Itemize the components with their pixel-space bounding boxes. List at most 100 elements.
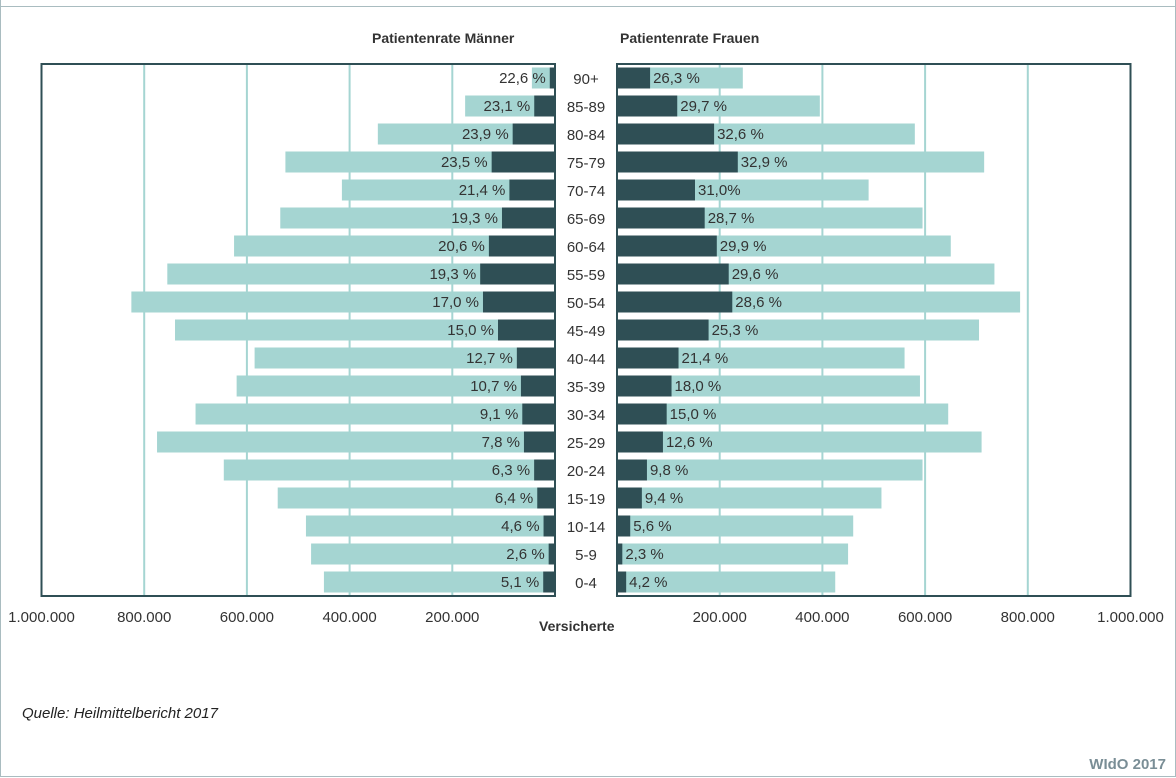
women-patient-bar xyxy=(617,347,679,369)
men-rate-label: 7,8 % xyxy=(482,434,520,451)
age-group-label: 50-54 xyxy=(567,295,605,312)
women-rate-label: 28,6 % xyxy=(735,294,782,311)
women-insured-bar xyxy=(617,487,882,509)
women-patient-bar xyxy=(617,431,663,453)
women-rate-label: 12,6 % xyxy=(666,434,713,451)
men-rate-label: 23,1 % xyxy=(484,98,531,115)
women-heading: Patientenrate Frauen xyxy=(620,30,760,46)
men-patient-bar xyxy=(480,263,555,285)
men-rate-label: 6,3 % xyxy=(492,462,530,479)
age-group-label: 45-49 xyxy=(567,323,605,340)
women-patient-bar xyxy=(617,207,705,229)
women-rate-label: 18,0 % xyxy=(675,378,722,395)
women-rate-label: 9,4 % xyxy=(645,490,683,507)
men-rate-label: 9,1 % xyxy=(480,406,518,423)
men-rate-label: 19,3 % xyxy=(429,266,476,283)
women-patient-bar xyxy=(617,515,631,537)
women-patient-bar xyxy=(617,543,623,565)
women-rate-label: 25,3 % xyxy=(712,322,759,339)
women-rate-label: 9,8 % xyxy=(650,462,688,479)
men-patient-bar xyxy=(548,543,555,565)
women-rate-label: 15,0 % xyxy=(670,406,717,423)
men-insured-bar xyxy=(167,263,555,285)
men-rate-label: 23,9 % xyxy=(462,126,509,143)
men-insured-bar xyxy=(277,487,555,509)
age-group-label: 0-4 xyxy=(575,575,597,592)
women-rate-label: 29,6 % xyxy=(732,266,779,283)
men-rate-label: 2,6 % xyxy=(506,546,544,563)
women-patient-bar xyxy=(617,375,672,397)
men-rate-label: 22,6 % xyxy=(499,70,546,87)
men-patient-bar xyxy=(501,207,555,229)
men-patient-bar xyxy=(520,375,555,397)
women-patient-bar xyxy=(617,263,729,285)
women-rate-label: 29,7 % xyxy=(680,98,727,115)
men-rate-label: 20,6 % xyxy=(438,238,485,255)
men-rate-label: 10,7 % xyxy=(470,378,517,395)
men-patient-bar xyxy=(488,235,555,257)
men-rate-label: 6,4 % xyxy=(495,490,533,507)
men-rate-label: 21,4 % xyxy=(459,182,506,199)
men-insured-bar xyxy=(131,291,556,313)
women-patient-bar xyxy=(617,123,715,145)
age-group-label: 5-9 xyxy=(575,547,597,564)
men-insured-bar xyxy=(175,319,555,341)
women-insured-bar xyxy=(617,459,923,481)
women-patient-bar xyxy=(617,319,709,341)
women-patient-bar xyxy=(617,487,642,509)
age-group-label: 35-39 xyxy=(567,379,605,396)
men-insured-bar xyxy=(323,571,555,593)
women-patient-bar xyxy=(617,235,717,257)
x-tick-label-left: 1.000.000 xyxy=(8,609,75,626)
women-insured-bar xyxy=(617,375,920,397)
age-group-label: 85-89 xyxy=(567,99,605,116)
women-insured-bar xyxy=(617,403,949,425)
age-group-label: 55-59 xyxy=(567,267,605,284)
age-group-label: 20-24 xyxy=(567,463,605,480)
men-insured-bar xyxy=(195,403,556,425)
age-group-label: 15-19 xyxy=(567,491,605,508)
x-tick-label-right: 800.000 xyxy=(1001,609,1055,626)
women-insured-bar xyxy=(617,431,982,453)
men-insured-bar xyxy=(341,179,555,201)
age-group-label: 40-44 xyxy=(567,351,605,368)
women-patient-bar xyxy=(617,403,667,425)
men-patient-bar xyxy=(543,571,555,593)
men-insured-bar xyxy=(236,375,555,397)
x-tick-label-right: 200.000 xyxy=(693,609,747,626)
age-group-label: 90+ xyxy=(573,71,599,88)
women-rate-label: 2,3 % xyxy=(625,546,663,563)
men-patient-bar xyxy=(509,179,555,201)
age-group-label: 80-84 xyxy=(567,127,605,144)
women-insured-bar xyxy=(617,347,905,369)
men-rate-label: 15,0 % xyxy=(447,322,494,339)
age-group-label: 30-34 xyxy=(567,407,605,424)
men-rate-label: 4,6 % xyxy=(501,518,539,535)
women-insured-bar xyxy=(617,571,836,593)
men-patient-bar xyxy=(498,319,555,341)
women-rate-label: 29,9 % xyxy=(720,238,767,255)
women-patient-bar xyxy=(617,571,627,593)
men-rate-label: 12,7 % xyxy=(466,350,513,367)
men-rate-label: 5,1 % xyxy=(501,574,539,591)
age-group-label: 70-74 xyxy=(567,183,605,200)
men-heading: Patientenrate Männer xyxy=(372,30,515,46)
women-patient-bar xyxy=(617,95,678,117)
men-insured-bar xyxy=(531,67,555,89)
men-insured-bar xyxy=(234,235,555,257)
women-rate-label: 32,6 % xyxy=(717,126,764,143)
men-rate-label: 19,3 % xyxy=(451,210,498,227)
age-group-label: 10-14 xyxy=(567,519,605,536)
men-patient-bar xyxy=(512,123,555,145)
brand-label: WIdO 2017 xyxy=(1089,756,1166,773)
women-rate-label: 28,7 % xyxy=(708,210,755,227)
age-group-label: 60-64 xyxy=(567,239,605,256)
men-insured-bar xyxy=(465,95,555,117)
men-patient-bar xyxy=(523,431,555,453)
men-patient-bar xyxy=(537,487,555,509)
top-border xyxy=(0,0,1176,7)
age-group-label: 25-29 xyxy=(567,435,605,452)
age-group-label: 65-69 xyxy=(567,211,605,228)
men-rate-label: 17,0 % xyxy=(432,294,479,311)
